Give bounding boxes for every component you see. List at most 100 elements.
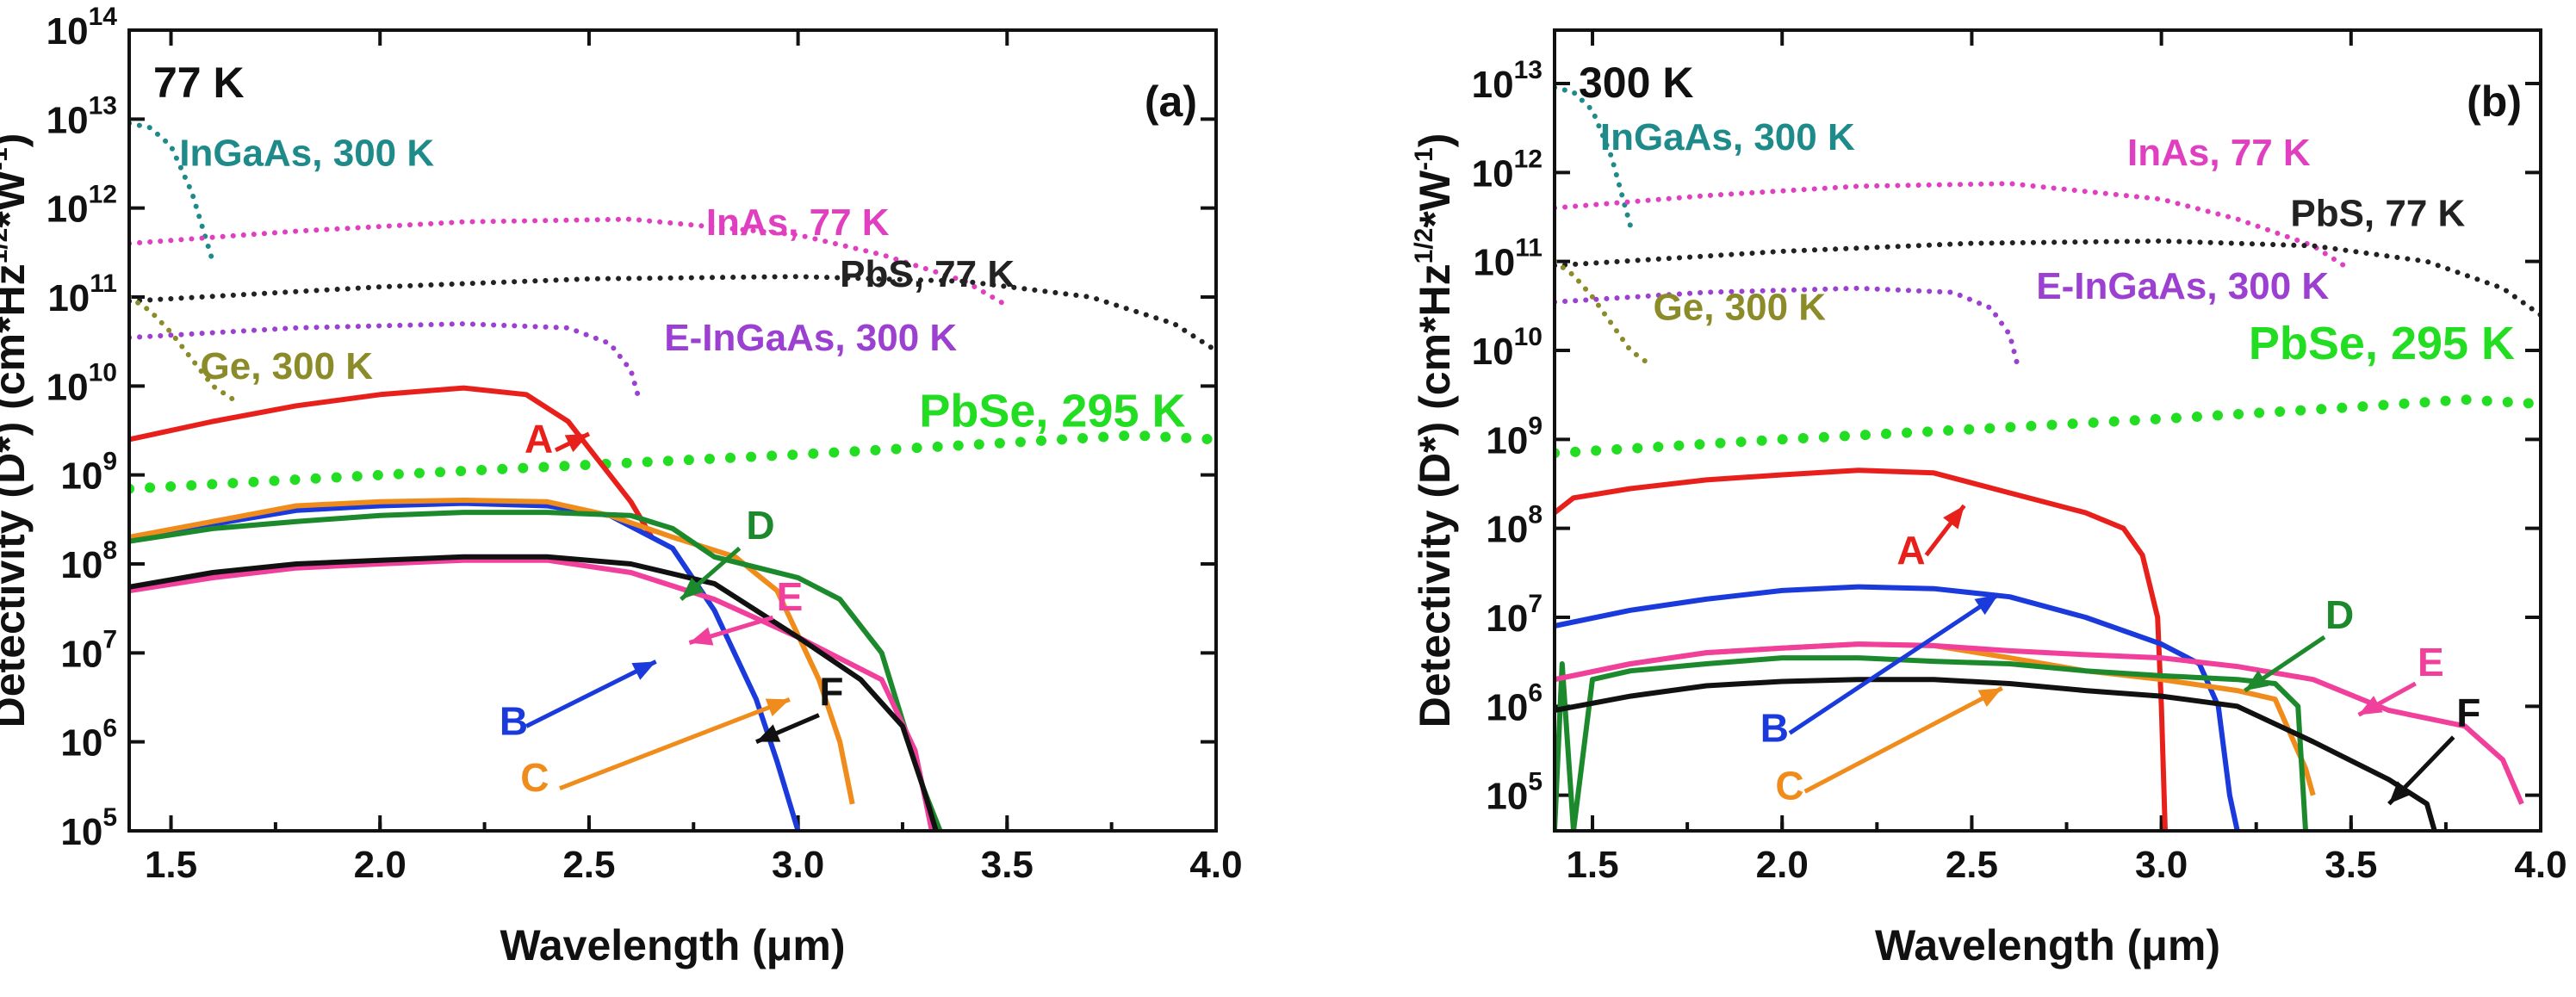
series-label-e: E <box>777 574 804 619</box>
y-axis-title-part: ) <box>0 133 34 148</box>
y-tick-base: 10 <box>60 455 102 498</box>
x-tick-label: 4.0 <box>2514 844 2567 886</box>
series-arrowhead-c <box>765 698 790 717</box>
x-tick-label: 1.5 <box>1566 844 1618 886</box>
series-line-f <box>129 554 939 831</box>
y-tick-exponent: 6 <box>102 715 117 743</box>
y-axis-title-part: ) <box>1411 133 1459 148</box>
x-tick-label: 2.0 <box>354 844 407 886</box>
series-arrowhead-c <box>1977 688 2002 708</box>
series-arrow-c <box>1803 686 2003 794</box>
reference-label-pbs-77-k: PbS, 77 K <box>2290 193 2465 235</box>
y-tick-label: 105 <box>60 803 117 853</box>
y-tick-label: 1012 <box>47 181 117 231</box>
y-tick-exponent: 13 <box>89 91 117 120</box>
reference-line-e-ingaas-300-k <box>129 321 642 403</box>
reference-line-ingaas-300-k <box>129 121 216 264</box>
y-tick-label: 109 <box>60 448 117 498</box>
y-tick-exponent: 6 <box>1528 678 1542 707</box>
chart-panel-a: 1.5 2.0 2.5 3.0 3.5 4.01051061071081091010101… <box>0 3 1243 969</box>
y-tick-label: 1011 <box>47 269 117 319</box>
series-label-d: D <box>2325 592 2354 637</box>
y-tick-label: 109 <box>1486 412 1542 461</box>
series-label-c: C <box>520 755 549 800</box>
series-label-a: A <box>525 416 553 461</box>
y-tick-exponent: 14 <box>89 3 118 31</box>
y-tick-base: 10 <box>1486 686 1528 728</box>
y-tick-exponent: 9 <box>1528 412 1542 440</box>
y-tick-exponent: 5 <box>102 803 117 832</box>
reference-label-e-ingaas-300-k: E-InGaAs, 300 K <box>664 317 957 359</box>
series-line-e <box>129 557 934 831</box>
y-axis-title-part: -1 <box>1410 147 1438 170</box>
y-tick-exponent: 9 <box>102 448 117 476</box>
series-label-c: C <box>1775 763 1803 808</box>
y-tick-exponent: 7 <box>1528 590 1542 618</box>
series-arrow-b <box>1788 592 2000 735</box>
y-axis-title-part: Detectivity (D*) (cm*Hz <box>0 263 34 728</box>
y-tick-base: 10 <box>60 722 102 765</box>
reference-line-ge-300-k <box>129 294 237 403</box>
x-tick-label: 2.5 <box>1946 844 1998 886</box>
reference-label-pbse-295-k: PbSe, 295 K <box>919 385 1185 437</box>
series-line-f <box>1555 677 2437 831</box>
x-tick-label: 3.0 <box>2135 844 2188 886</box>
y-tick-label: 107 <box>60 625 117 675</box>
series-label-e: E <box>2418 640 2444 684</box>
plot-frame <box>1553 28 2542 833</box>
y-tick-base: 10 <box>47 366 89 408</box>
y-tick-exponent: 10 <box>1514 323 1542 351</box>
x-axis-title: Wavelength (μm) <box>1875 921 2220 969</box>
y-tick-label: 1013 <box>1472 56 1542 106</box>
series-arrowhead-a <box>1943 505 1965 529</box>
reference-label-ge-300-k: Ge, 300 K <box>201 345 374 387</box>
y-tick-base: 10 <box>47 277 90 319</box>
y-tick-exponent: 8 <box>1528 501 1542 529</box>
x-tick-label: 1.5 <box>145 844 197 886</box>
series-label-f: F <box>819 669 843 714</box>
y-tick-label: 1012 <box>1472 145 1542 195</box>
reference-label-ingaas-300-k: InGaAs, 300 K <box>179 132 434 174</box>
y-tick-label: 106 <box>1486 678 1542 728</box>
y-tick-base: 10 <box>1486 776 1528 818</box>
y-tick-base: 10 <box>1473 242 1515 284</box>
reference-label-ingaas-300-k: InGaAs, 300 K <box>1600 116 1855 158</box>
panel-label: (a) <box>1145 77 1197 126</box>
series-line-e <box>1555 641 2524 805</box>
series-arrowhead-f <box>2388 781 2412 804</box>
y-tick-label: 1011 <box>1473 234 1542 284</box>
y-tick-base: 10 <box>60 544 102 586</box>
y-tick-base: 10 <box>1472 64 1514 106</box>
series-line-d <box>129 510 943 831</box>
chart-panel-b: 1.5 2.0 2.5 3.0 3.5 4.01051061071081091010101… <box>1410 28 2567 969</box>
y-axis-title: Detectivity (D*) (cm*Hz1/2*W-1) <box>0 133 34 728</box>
y-tick-base: 10 <box>1486 419 1528 461</box>
y-tick-label: 107 <box>1486 590 1542 640</box>
series-arrowhead-b <box>1974 594 1999 616</box>
series-line-b <box>129 500 801 831</box>
series-arrowhead-d <box>2244 670 2269 691</box>
y-axis-title-part: *W <box>0 170 34 227</box>
y-tick-label: 1013 <box>47 91 117 141</box>
y-tick-exponent: 8 <box>102 536 117 565</box>
y-tick-exponent: 12 <box>89 181 117 209</box>
temperature-label: 300 K <box>1579 59 1693 107</box>
y-tick-exponent: 11 <box>90 269 117 298</box>
x-tick-label: 3.5 <box>2325 844 2377 886</box>
x-tick-label: 3.5 <box>981 844 1034 886</box>
reference-line-ge-300-k <box>1555 258 1653 367</box>
reference-line-ingaas-300-k <box>1555 84 1634 229</box>
y-tick-label: 106 <box>60 715 117 765</box>
series-arrowhead-e <box>2358 696 2383 715</box>
series-arrowhead-d <box>680 577 705 600</box>
y-axis-title-part: 1/2 <box>1410 228 1438 264</box>
y-tick-label: 108 <box>60 536 117 586</box>
y-tick-exponent: 13 <box>1514 56 1542 84</box>
y-tick-base: 10 <box>1486 598 1528 640</box>
series-arrowhead-e <box>689 627 714 646</box>
y-tick-base: 10 <box>47 189 89 231</box>
y-tick-base: 10 <box>47 99 89 141</box>
y-tick-exponent: 11 <box>1515 234 1542 263</box>
y-tick-exponent: 12 <box>1514 145 1542 173</box>
y-tick-label: 108 <box>1486 501 1542 551</box>
